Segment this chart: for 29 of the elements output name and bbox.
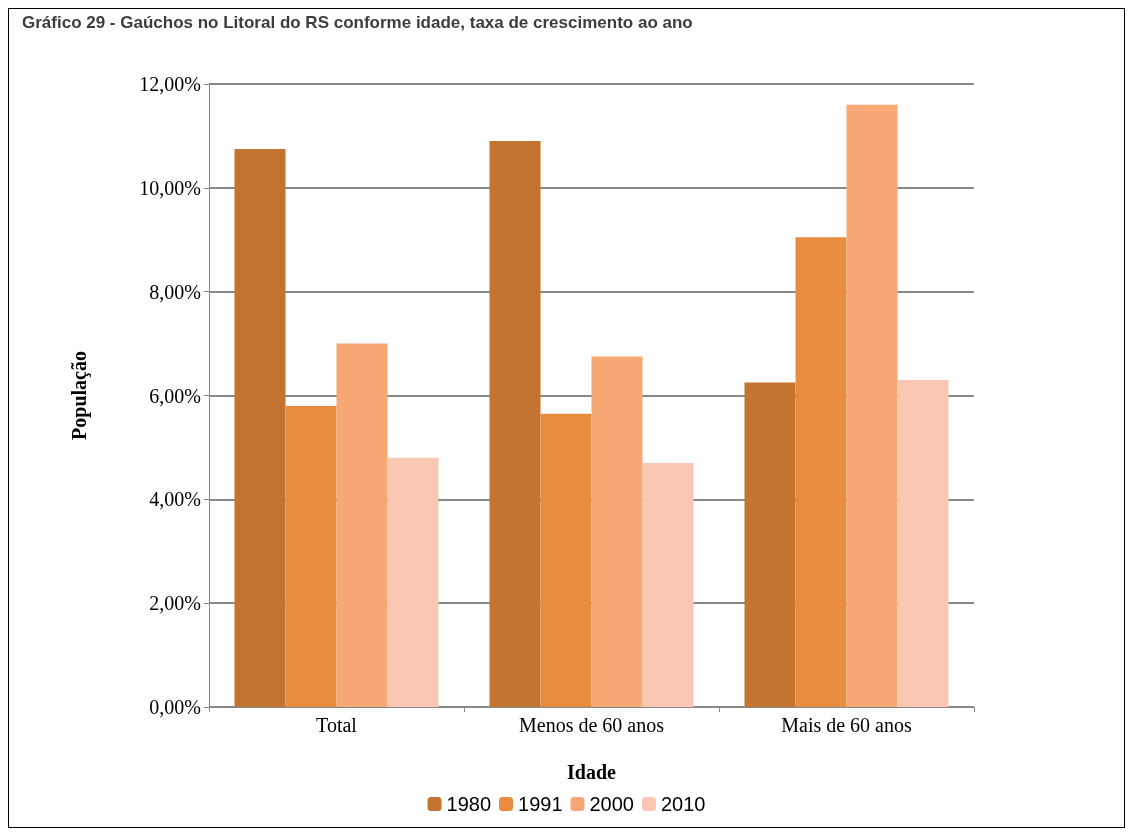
x-tick-label: Total [316, 714, 358, 736]
y-tick-label: 0,00% [149, 696, 201, 718]
y-tick-label: 4,00% [149, 488, 201, 511]
x-axis-title: Idade [567, 761, 617, 783]
y-tick-label: 12,00% [139, 73, 201, 95]
y-tick-label: 2,00% [149, 592, 201, 615]
y-axis-title: População [68, 351, 91, 440]
bar [795, 237, 847, 707]
bar [846, 104, 898, 707]
y-tick-label: 8,00% [149, 280, 201, 303]
y-tick-label: 10,00% [139, 176, 201, 199]
legend-label: 2010 [660, 793, 706, 815]
y-tick-label: 6,00% [149, 384, 201, 407]
bar [642, 462, 694, 707]
bar [897, 379, 949, 707]
bar [387, 457, 439, 707]
legend-label: 2000 [589, 793, 634, 815]
chart-title: Gráfico 29 - Gaúchos no Litoral do RS conforme idade, taxa de crescimento ao ano [22, 13, 693, 32]
bar [744, 382, 796, 707]
bar [336, 343, 388, 707]
bar [489, 141, 541, 707]
bar [591, 356, 643, 707]
bar [285, 405, 337, 707]
bar [234, 148, 286, 707]
x-tick-label: Mais de 60 anos [781, 714, 912, 736]
legend-label: 1980 [446, 793, 492, 815]
legend-label: 1991 [518, 793, 563, 815]
bar [540, 413, 592, 707]
x-tick-label: Menos de 60 anos [519, 714, 665, 736]
